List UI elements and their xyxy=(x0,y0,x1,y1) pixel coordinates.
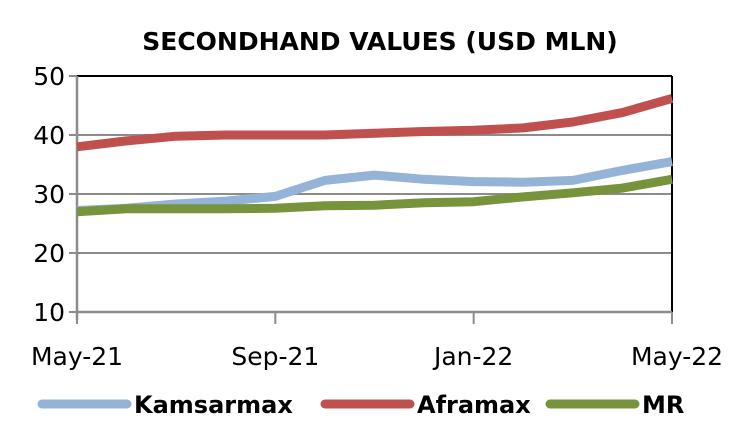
y-tick-label: 20 xyxy=(33,239,65,268)
y-tick-label: 40 xyxy=(33,121,65,150)
legend-label: MR xyxy=(642,391,684,419)
legend-label: Kamsarmax xyxy=(134,391,293,419)
y-tick-label: 30 xyxy=(33,180,65,209)
x-tick-label: Jan-22 xyxy=(432,342,513,371)
series-line-aframax xyxy=(76,94,674,152)
y-tick-label: 10 xyxy=(33,298,65,327)
x-tick-label: Sep-21 xyxy=(231,342,319,371)
legend: Kamsarmax Aframax MR xyxy=(37,391,684,419)
series-line-mr xyxy=(76,174,673,217)
series-lines xyxy=(76,94,674,217)
y-tick-label: 50 xyxy=(33,62,65,91)
legend-label: Aframax xyxy=(417,391,531,419)
axes: 10 20 30 40 50 May-21 Sep-21 Jan-22 May-22 xyxy=(31,62,723,371)
gridlines xyxy=(77,75,672,254)
x-tick-label: May-21 xyxy=(31,342,123,371)
x-tick-label: May-22 xyxy=(631,342,723,371)
chart-title: SECONDHAND VALUES (USD MLN) xyxy=(142,27,617,56)
